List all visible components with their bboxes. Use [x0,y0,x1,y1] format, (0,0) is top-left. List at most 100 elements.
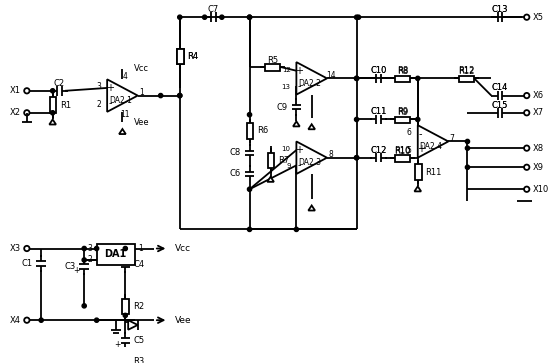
Circle shape [416,76,420,81]
Circle shape [220,15,224,19]
Polygon shape [49,119,56,125]
Text: C12: C12 [370,146,387,155]
Text: C1: C1 [21,259,32,268]
Text: C13: C13 [492,5,508,14]
Polygon shape [267,177,274,182]
Text: C13: C13 [492,5,508,14]
Bar [177,49,184,64]
Text: R4: R4 [188,52,199,61]
Text: 3: 3 [96,82,101,91]
Polygon shape [296,142,327,174]
Text: C8: C8 [230,148,241,158]
Text: 6: 6 [406,129,411,137]
Text: X10: X10 [533,185,549,194]
Bar [50,98,57,113]
Text: C14: C14 [492,83,508,93]
Text: -: - [108,98,112,108]
Circle shape [158,94,163,98]
Polygon shape [119,129,126,134]
Circle shape [248,113,251,117]
Circle shape [354,117,359,122]
Text: 4: 4 [123,72,128,81]
Text: X5: X5 [533,13,543,22]
Text: R7: R7 [278,156,290,165]
Circle shape [354,15,359,19]
Circle shape [178,94,182,98]
Circle shape [50,111,55,115]
Text: C7: C7 [208,5,219,14]
Text: +: + [73,266,80,276]
Text: R5: R5 [267,56,278,65]
Polygon shape [309,205,315,211]
Text: DA2.3: DA2.3 [298,158,321,167]
Circle shape [82,246,86,250]
Text: C9: C9 [277,103,288,111]
Text: X6: X6 [533,91,544,100]
Circle shape [465,165,470,170]
Text: C10: C10 [370,66,387,75]
Circle shape [95,246,99,250]
Text: R9: R9 [397,108,408,117]
Text: R12: R12 [458,66,475,75]
Circle shape [354,76,359,81]
Text: DA2.1: DA2.1 [109,96,132,105]
Circle shape [416,117,420,122]
Text: X8: X8 [533,144,544,153]
Circle shape [123,313,127,318]
Polygon shape [293,121,300,126]
Text: -: - [297,160,301,170]
Text: +: + [295,66,304,76]
Circle shape [123,246,127,250]
Text: 10: 10 [282,146,291,152]
Text: R2: R2 [133,302,144,311]
Polygon shape [128,320,138,330]
Text: X3: X3 [10,244,21,253]
Circle shape [465,146,470,150]
Polygon shape [414,186,421,191]
Polygon shape [296,62,327,95]
Text: 2: 2 [97,100,101,109]
Text: DA1: DA1 [105,249,127,259]
Text: -: - [297,81,301,91]
Bar [123,354,129,363]
Circle shape [248,227,251,232]
Text: 2: 2 [87,256,92,265]
Text: 1: 1 [139,88,144,97]
Text: R6: R6 [257,126,268,135]
Text: C10: C10 [370,66,387,75]
Polygon shape [418,125,449,158]
Text: C12: C12 [370,146,387,155]
Circle shape [39,318,43,322]
Text: X9: X9 [533,163,543,172]
Circle shape [354,156,359,160]
Text: C14: C14 [492,83,508,93]
Text: R1: R1 [60,101,72,110]
Text: -: - [419,129,422,139]
Text: 7: 7 [450,134,455,143]
Circle shape [248,15,251,19]
Text: C4: C4 [134,260,145,269]
Text: C2: C2 [54,79,65,87]
Circle shape [354,156,359,160]
Bar [247,123,253,139]
Text: Vee: Vee [134,118,150,127]
Text: C11: C11 [370,107,387,116]
Text: +: + [295,145,304,155]
Text: C6: C6 [230,170,241,179]
Text: C15: C15 [492,101,508,110]
Text: +: + [106,83,114,93]
Text: 3: 3 [87,244,92,253]
Text: X4: X4 [10,316,21,325]
Circle shape [465,139,470,143]
Circle shape [356,15,361,19]
Circle shape [248,187,251,191]
Text: 12: 12 [282,67,291,73]
Bar [395,117,410,123]
Text: 5: 5 [406,146,411,155]
Text: R11: R11 [426,168,442,176]
Text: R12: R12 [458,67,475,76]
Bar [268,153,274,168]
Bar [459,76,474,82]
Bar [395,76,410,82]
Text: +: + [417,144,424,154]
